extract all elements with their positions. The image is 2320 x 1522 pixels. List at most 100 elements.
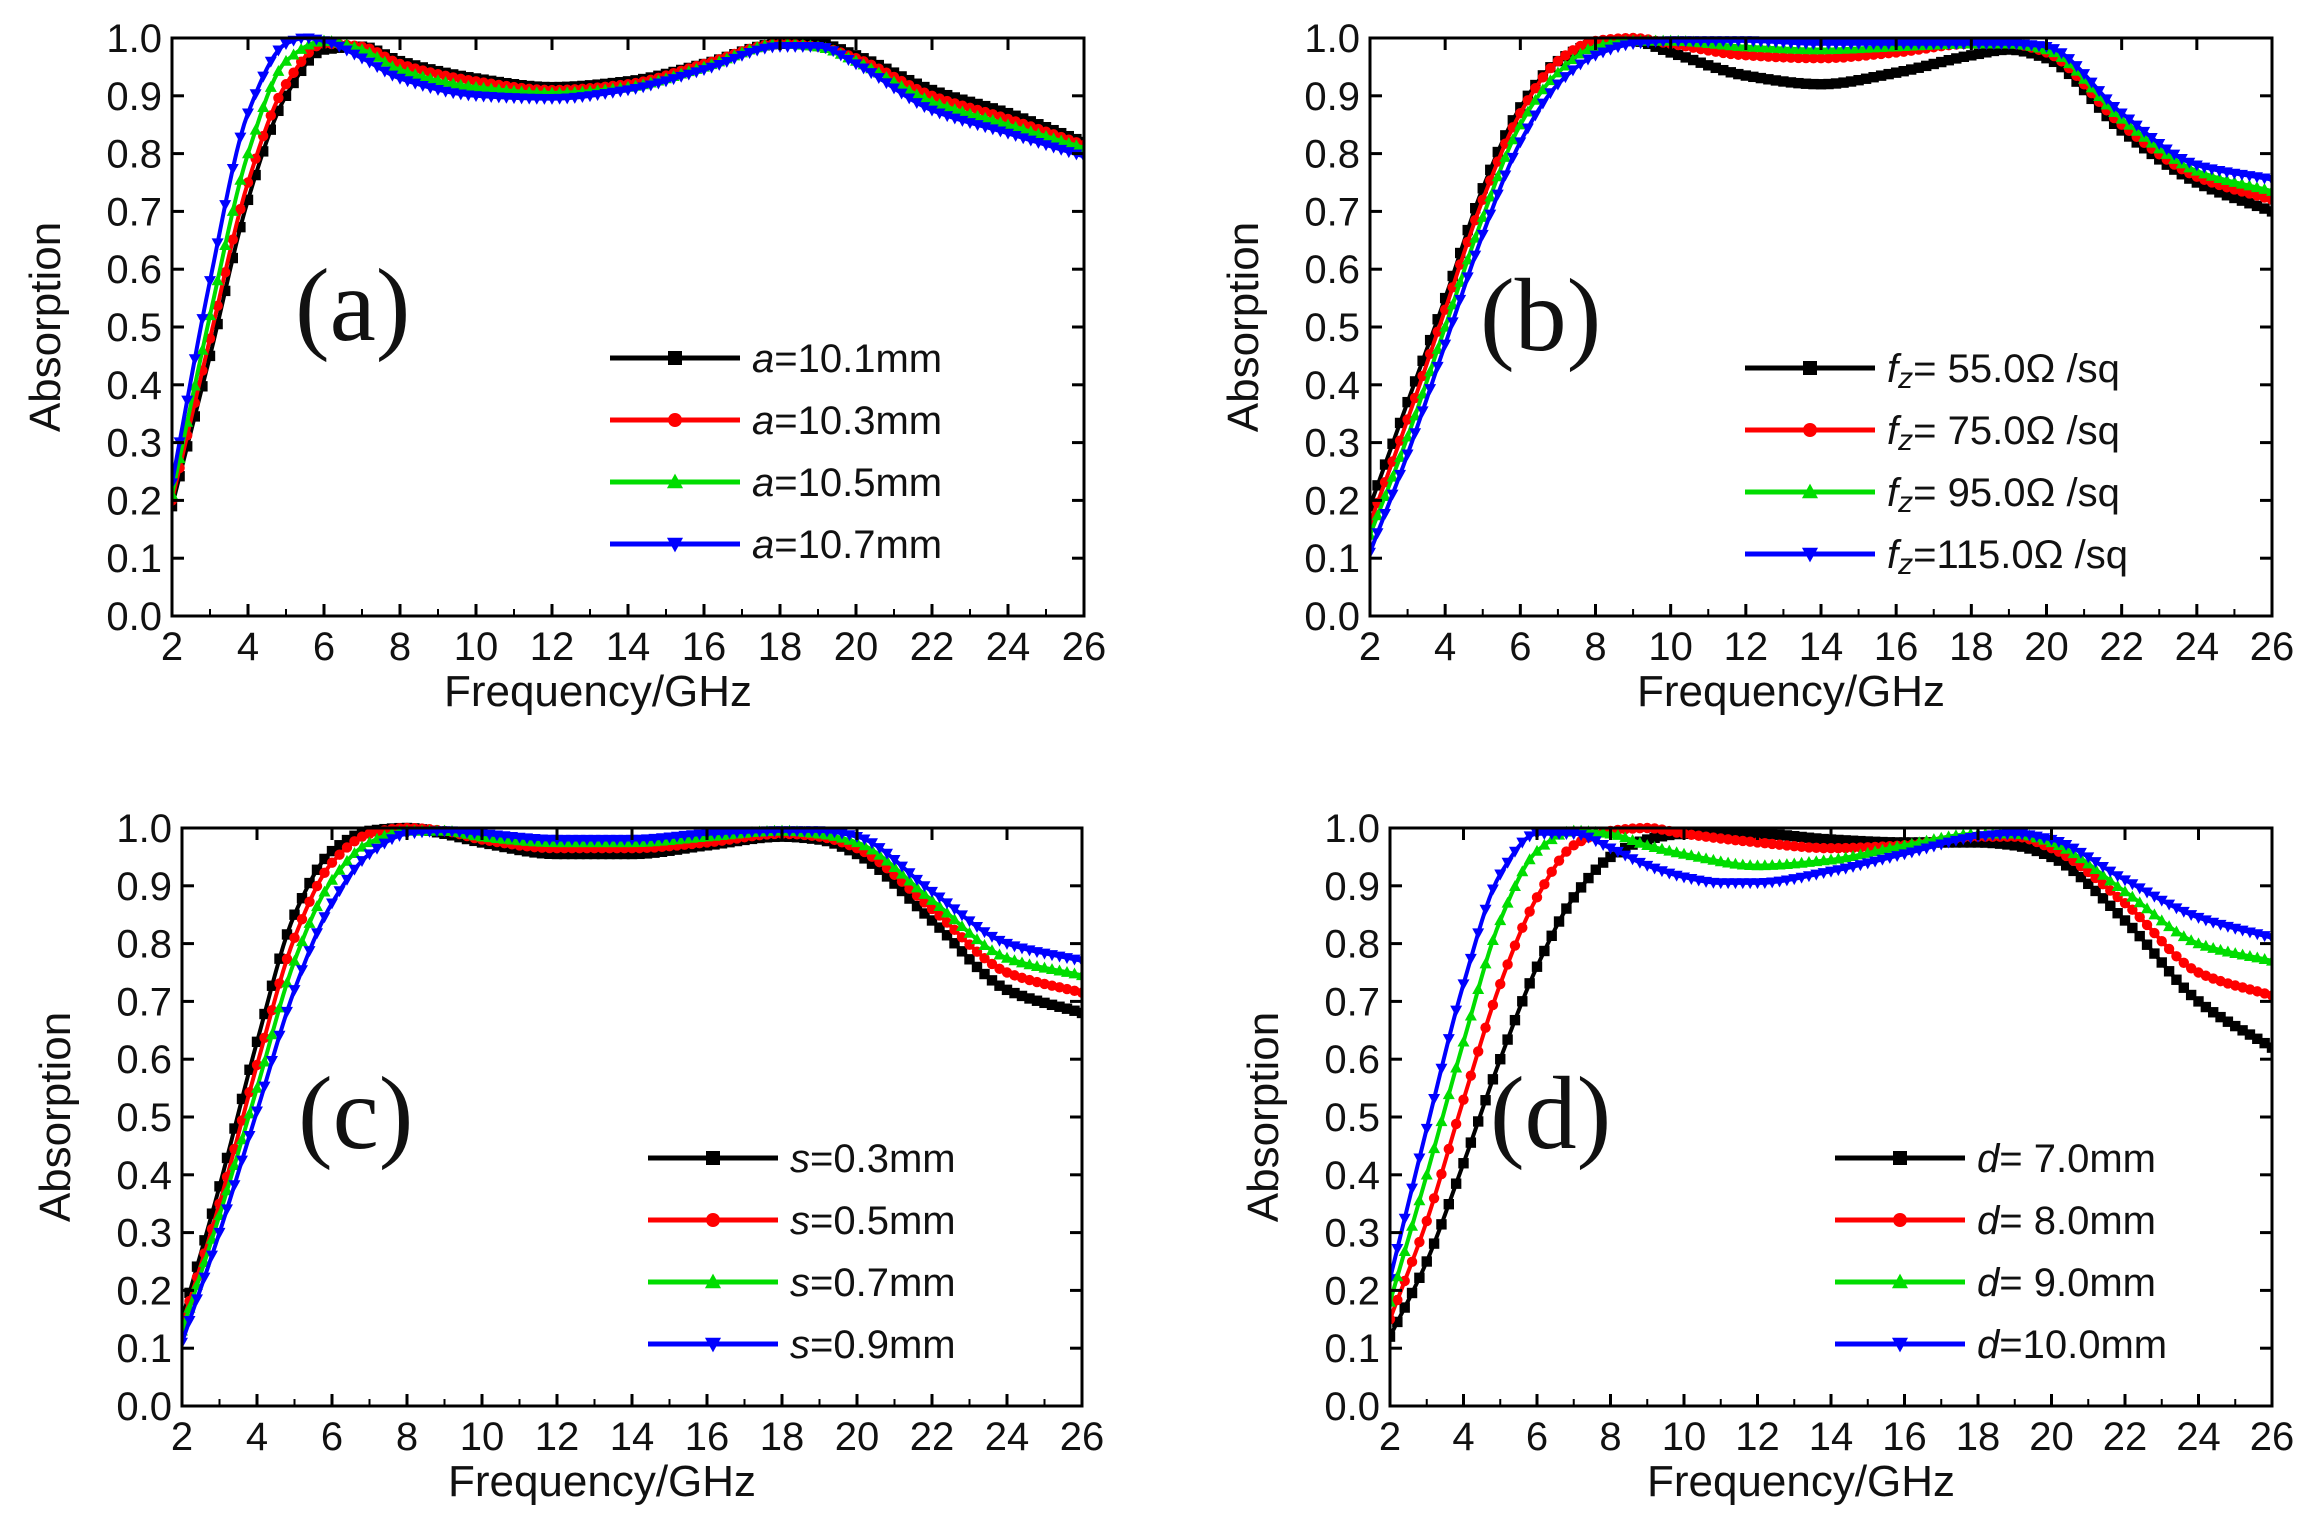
data-point [2149,948,2160,959]
data-point [1942,39,1955,51]
data-point [1414,1272,1425,1284]
data-point [326,898,338,910]
x-tick-label: 14 [606,625,651,669]
data-point [546,94,558,105]
data-point [1394,469,1407,481]
data-point [918,887,931,899]
data-point [1531,961,1543,972]
legend-marker [666,537,684,553]
data-point [1454,294,1467,306]
data-point [956,946,968,957]
data-point [266,1004,278,1016]
data-point [341,842,353,853]
data-point [1046,963,1058,975]
data-point [1450,1061,1463,1073]
data-point [281,953,293,965]
data-point [213,1227,226,1239]
legend-item: s=0.9mm [648,1323,956,1367]
data-point [1516,865,1529,877]
data-point [2085,77,2098,89]
data-point [1386,470,1399,482]
data-point [1530,83,1541,94]
data-point [2156,957,2167,968]
data-point [1053,964,1066,976]
data-point [318,912,331,924]
data-point [2243,950,2256,961]
data-point [956,932,968,943]
data-point [196,343,209,355]
data-point [1589,50,1602,62]
data-point [618,834,631,846]
data-point [713,59,726,71]
y-tick-label: 0.4 [106,364,162,408]
data-point [211,238,224,250]
data-point [1763,51,1774,62]
data-point [857,63,870,75]
data-point [1825,866,1837,878]
y-tick-label: 0.3 [106,422,162,466]
data-point [2134,930,2145,942]
data-point [633,834,646,846]
data-point [1823,52,1834,64]
data-point [581,834,593,846]
data-point [1413,1153,1426,1165]
x-tick-label: 6 [321,1415,343,1459]
data-point [1529,110,1542,122]
data-point [243,1107,256,1119]
data-point [1495,1054,1506,1065]
data-point [1001,951,1013,963]
panel-label: (a) [295,248,410,363]
data-point [1428,1142,1441,1154]
data-point [1061,965,1073,977]
data-point [1845,51,1857,63]
data-point [588,834,601,846]
legend: a=10.1mm a=10.3mm a=10.5mm a=10.7mm [610,337,942,567]
legend-marker [1891,1273,1909,1289]
data-point [287,48,300,60]
legend-marker [1801,483,1819,499]
data-point [258,1081,271,1093]
data-point [2155,895,2168,907]
data-point [971,921,983,933]
data-point [1392,1294,1403,1306]
data-point [2082,852,2095,864]
x-tick-label: 10 [1662,1415,1707,1459]
x-tick-label: 2 [1379,1415,1401,1459]
data-point [2083,866,2094,878]
data-point [371,62,384,74]
data-point [236,1155,248,1167]
data-point [1788,874,1801,886]
data-point [1443,1143,1455,1155]
y-tick-label: 0.3 [1324,1212,1380,1256]
data-point [1912,39,1925,51]
data-point [2141,919,2153,931]
data-point [226,163,239,175]
data-point [1800,52,1812,64]
data-point [611,834,623,846]
data-point [979,111,992,123]
data-point [1825,843,1837,854]
data-point [888,854,901,866]
data-point [986,931,998,943]
data-point [319,867,330,879]
data-point [1597,826,1610,838]
data-point [1487,1074,1499,1085]
data-point [1479,957,1492,969]
data-point [949,924,960,936]
data-point [660,76,672,88]
x-tick-label: 24 [986,625,1031,669]
x-tick-label: 14 [1809,1415,1854,1459]
x-axis-label: Frequency/GHz [444,667,752,716]
data-point [2171,974,2182,985]
data-point [1509,1014,1521,1026]
data-point [652,78,665,90]
data-point [926,105,938,117]
data-point [911,881,923,893]
data-point [926,886,938,898]
data-point [1544,88,1557,100]
data-point [1016,956,1028,968]
legend-marker [1801,547,1819,563]
data-point [219,200,232,212]
data-point [258,1055,271,1067]
